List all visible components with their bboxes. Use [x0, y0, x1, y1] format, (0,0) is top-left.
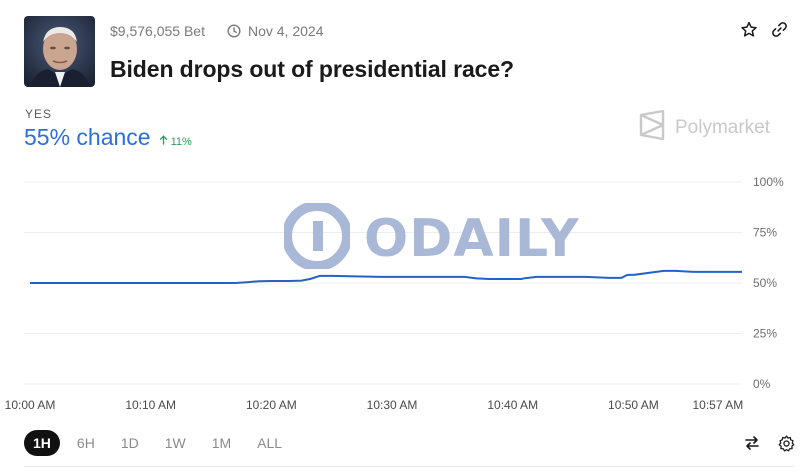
market-meta: $9,576,055 Bet Nov 4, 2024 — [110, 21, 323, 41]
market-end-date: Nov 4, 2024 — [247, 23, 324, 39]
chance-row: 55% chance 11% — [24, 124, 192, 151]
y-tick-label: 0% — [753, 377, 771, 391]
x-tick-label: 10:40 AM — [487, 398, 538, 412]
y-tick-label: 75% — [753, 226, 777, 240]
x-tick-label: 10:50 AM — [608, 398, 659, 412]
chart-canvas: 100% 75% 50% 25% 0% 10:00 AM 10:10 AM 10:20 AM 1… — [5, 175, 784, 412]
header-actions — [740, 20, 788, 38]
polymarket-brand: Polymarket — [639, 109, 771, 146]
polymarket-logo-icon — [639, 109, 665, 146]
outcome-label: YES — [25, 107, 53, 121]
market-thumbnail[interactable] — [24, 16, 95, 87]
star-icon[interactable] — [740, 20, 758, 38]
chance-change-value: 11% — [170, 135, 192, 148]
range-6h[interactable]: 6H — [76, 435, 95, 451]
y-tick-label: 50% — [753, 276, 777, 290]
chance-change: 11% — [159, 135, 192, 148]
arrow-up-icon — [159, 135, 168, 148]
odaily-logo-icon — [282, 201, 352, 274]
market-header: $9,576,055 Bet Nov 4, 2024 Biden drops o… — [24, 16, 794, 88]
brand-name: Polymarket — [675, 117, 771, 138]
range-1h[interactable]: 1H — [24, 430, 60, 456]
range-1m[interactable]: 1M — [211, 435, 232, 451]
chart-tools — [743, 434, 795, 452]
clock-icon — [227, 24, 241, 38]
range-1d[interactable]: 1D — [120, 435, 139, 451]
odaily-watermark: ODAILY — [282, 201, 580, 274]
market-volume: $9,576,055 Bet — [110, 23, 205, 39]
price-line — [30, 269, 742, 284]
link-icon[interactable] — [770, 20, 788, 38]
chance-value: 55% chance — [24, 124, 151, 150]
x-tick-label: 10:10 AM — [125, 398, 176, 412]
range-all[interactable]: ALL — [257, 435, 283, 451]
x-tick-label: 10:57 AM — [693, 398, 744, 412]
y-tick-label: 100% — [753, 175, 784, 189]
y-tick-label: 25% — [753, 327, 777, 341]
swap-icon[interactable] — [743, 434, 761, 452]
watermark-text: ODAILY — [364, 208, 580, 269]
divider — [24, 466, 794, 467]
price-chart[interactable]: 100% 75% 50% 25% 0% 10:00 AM 10:10 AM 10:20 AM 1… — [0, 168, 811, 418]
x-tick-label: 10:00 AM — [5, 398, 56, 412]
range-1w[interactable]: 1W — [164, 435, 186, 451]
time-range-selector: 1H 6H 1D 1W 1M ALL — [24, 430, 291, 456]
market-title: Biden drops out of presidential race? — [110, 56, 514, 82]
gear-icon[interactable] — [777, 434, 795, 452]
x-tick-label: 10:30 AM — [367, 398, 418, 412]
x-tick-label: 10:20 AM — [246, 398, 297, 412]
